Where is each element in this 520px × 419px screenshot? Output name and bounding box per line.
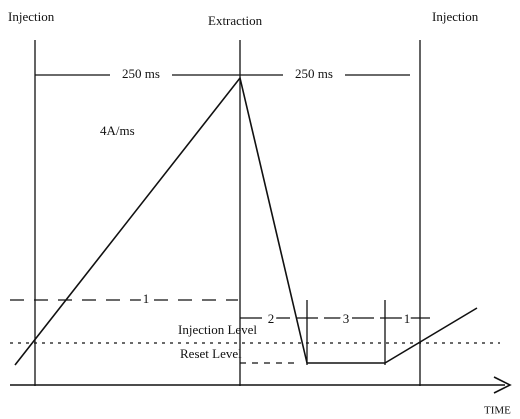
axis-arrow — [493, 376, 512, 394]
label: 250 ms — [122, 66, 160, 81]
label: Injection — [8, 9, 55, 24]
label: Injection — [432, 9, 479, 24]
label: Reset Level — [180, 346, 242, 361]
label: 4A/ms — [100, 123, 135, 138]
label: 1 — [143, 291, 150, 306]
label: 2 — [268, 311, 275, 326]
label: Injection Level — [178, 322, 257, 337]
label: 3 — [343, 311, 350, 326]
label: 250 ms — [295, 66, 333, 81]
label: 1 — [404, 311, 411, 326]
label: Extraction — [208, 13, 263, 28]
label: TIME — [484, 405, 511, 417]
